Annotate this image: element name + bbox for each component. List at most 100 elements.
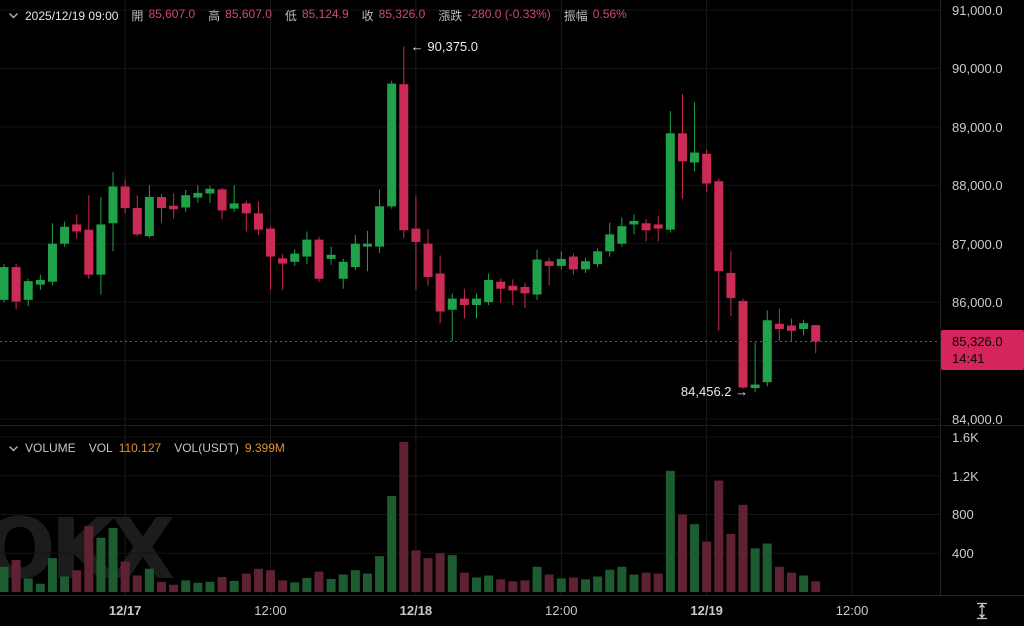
candle-body (96, 224, 106, 275)
price-axis-tick-label: 88,000.0 (952, 178, 1003, 194)
candlestick-volume-plot[interactable] (0, 0, 940, 595)
volume-bar (750, 548, 760, 592)
candle-body (641, 223, 651, 231)
candle-body (11, 267, 21, 302)
candle-body (120, 186, 130, 209)
volume-bar (35, 583, 45, 592)
candle-body (362, 243, 372, 247)
candle-body (47, 243, 57, 282)
candle-body (762, 320, 772, 383)
volume-bar (508, 581, 518, 592)
candle-body (520, 286, 530, 294)
candle-body (459, 298, 469, 306)
candle-body (677, 133, 687, 162)
open-label: 開 (131, 9, 144, 23)
candle-body (108, 186, 118, 224)
axis-scale-icon[interactable] (970, 601, 994, 621)
volume-bar (799, 575, 809, 592)
candle-body (629, 220, 639, 225)
candle-body (605, 234, 615, 252)
candle-body (205, 188, 215, 194)
volume-bar (326, 578, 336, 592)
volume-bar (532, 566, 542, 592)
volume-bar (193, 582, 203, 592)
chevron-down-icon[interactable] (8, 12, 19, 19)
candle-body (132, 208, 142, 235)
volume-bar (350, 570, 360, 592)
candle-body (423, 243, 433, 278)
volume-bar (738, 504, 748, 592)
candle-body (193, 192, 203, 198)
price-axis-tick-label: 90,000.0 (952, 61, 1003, 77)
vol-usdt-label: VOL(USDT) (174, 441, 239, 455)
volume-bar (435, 553, 445, 592)
time-axis-tick-label: 12/18 (399, 603, 433, 618)
volume-axis-tick-label: 800 (952, 507, 974, 523)
volume-bar (205, 581, 215, 592)
candle-body (471, 298, 481, 306)
volume-bar (399, 441, 409, 592)
volume-axis-tick-label: 400 (952, 546, 974, 562)
candle-body (690, 152, 700, 163)
time-axis-tick-label: 12:00 (545, 603, 578, 618)
candle-body (496, 281, 506, 289)
volume-bar (338, 574, 348, 592)
candle-body (665, 133, 675, 230)
candle-body (169, 205, 179, 210)
low-value: 85,124.9 (301, 7, 349, 21)
candle-body (326, 254, 336, 259)
volume-bar (459, 572, 469, 592)
candle-body (726, 272, 736, 299)
volume-bar (411, 550, 421, 592)
time-axis-tick-label: 12:00 (835, 603, 869, 618)
volume-bar (120, 561, 130, 592)
volume-bar (241, 573, 251, 592)
candle-body (266, 228, 276, 257)
time-axis[interactable]: 12/17 12:00 12/18 12:00 12/19 12:00 (0, 595, 1024, 625)
change-value: -280.0 (-0.33%) (467, 7, 551, 21)
volume-bar (132, 575, 142, 592)
volume-bar (556, 578, 566, 592)
pane-divider[interactable] (0, 425, 1024, 426)
vol-usdt-value: 9.399M (244, 441, 285, 455)
volume-bar (11, 560, 21, 592)
volume-bar (617, 566, 627, 592)
vol-label: VOL (88, 441, 113, 455)
volume-indicator-title: VOLUME (25, 441, 76, 455)
candle-body (799, 323, 809, 330)
vol-value: 110.127 (118, 441, 162, 455)
candle-datetime: 2025/12/19 09:00 (25, 8, 119, 23)
chevron-down-icon[interactable] (8, 445, 19, 452)
chart-pane[interactable]: OKX 2025/12/19 09:00 開85,607.0 高85,607.0… (0, 0, 940, 595)
candle-body (84, 229, 94, 275)
volume-bar (278, 580, 288, 592)
candle-body (653, 224, 663, 229)
candle-body (229, 203, 239, 209)
candle-body (35, 279, 45, 285)
volume-bar (605, 569, 615, 592)
volume-bar (774, 566, 784, 592)
volume-bar (629, 574, 639, 592)
volume-bar (108, 528, 118, 592)
low-label: 低 (284, 9, 297, 23)
volume-bar (229, 580, 239, 592)
volume-bar (653, 573, 663, 592)
candle-body (302, 239, 312, 257)
time-axis-tick-label: 12/17 (108, 603, 142, 618)
candle-body (774, 323, 784, 330)
candle-body (411, 228, 421, 242)
time-axis-tick-label: 12/19 (690, 603, 723, 618)
price-axis[interactable]: 85,326.0 14:41 91,000.0 90,000.0 89,000.0 8… (940, 0, 1024, 595)
candle-body (290, 253, 300, 262)
candle-body (750, 384, 760, 389)
candle-body (387, 83, 397, 207)
volume-bar (702, 541, 712, 592)
price-axis-tick-label: 87,000.0 (952, 236, 1003, 252)
low-price-annotation: 84,456.2 → (680, 384, 749, 400)
candle-body (241, 203, 251, 214)
candle-body (314, 239, 324, 279)
candle-body (702, 153, 712, 184)
price-axis-tick-label: 86,000.0 (952, 295, 1003, 311)
volume-bar (520, 580, 530, 592)
volume-bar (96, 537, 106, 592)
